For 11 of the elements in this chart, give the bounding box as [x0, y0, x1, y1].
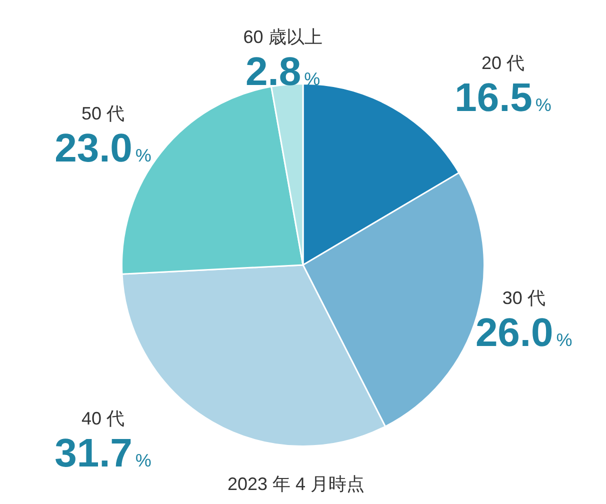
data-label: 16.5%	[454, 76, 552, 120]
slice-label: 40 代	[81, 408, 125, 428]
slice-label: 50 代	[81, 103, 125, 124]
data-label: 31.7%	[54, 431, 152, 476]
slice-label: 60 歳以上	[243, 26, 322, 47]
data-label: 2.8%	[245, 50, 320, 94]
text: 2023 年 4 月時点	[227, 474, 365, 494]
data-label: 23.0%	[54, 126, 152, 170]
slice-label: 30 代	[502, 288, 546, 308]
slice-label: 20 代	[481, 52, 525, 73]
data-label: 26.0%	[475, 311, 572, 356]
